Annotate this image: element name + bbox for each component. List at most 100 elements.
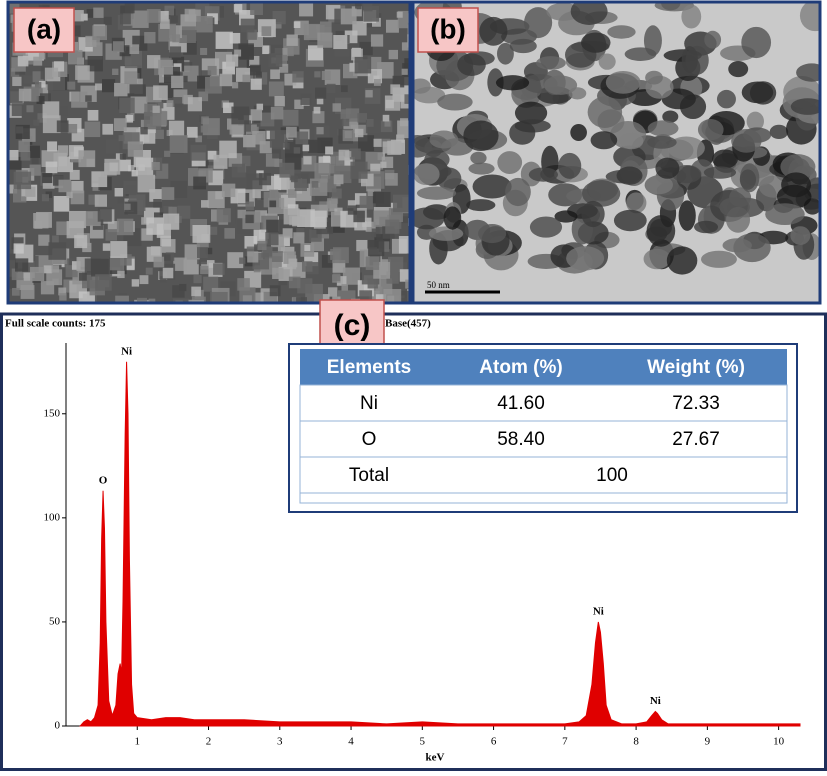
sem-grain bbox=[26, 105, 34, 113]
sem-grain bbox=[367, 278, 378, 289]
sem-grain bbox=[80, 13, 88, 21]
sem-grain bbox=[242, 295, 252, 303]
sem-grain bbox=[45, 161, 58, 174]
sem-grain bbox=[219, 140, 237, 159]
y-tick-label: 0 bbox=[55, 720, 61, 732]
tem-particle bbox=[643, 25, 662, 56]
sem-grain bbox=[311, 181, 319, 188]
sem-grain bbox=[340, 210, 358, 228]
sem-grain bbox=[109, 256, 125, 271]
sem-grain bbox=[250, 64, 261, 76]
sem-grain bbox=[129, 44, 140, 55]
sem-grain bbox=[36, 96, 45, 105]
tem-particle bbox=[413, 163, 440, 186]
sem-grain bbox=[213, 263, 225, 275]
sem-grain bbox=[238, 43, 254, 59]
tem-particle bbox=[495, 75, 530, 91]
sem-grain bbox=[23, 75, 32, 84]
sem-grain bbox=[288, 276, 301, 289]
sem-grain bbox=[20, 150, 31, 161]
sem-grain bbox=[286, 34, 298, 46]
sem-grain bbox=[286, 126, 297, 138]
tem-particle bbox=[799, 2, 820, 32]
tem-particle bbox=[470, 151, 487, 165]
sem-grain bbox=[117, 270, 125, 279]
tem-particle bbox=[781, 172, 812, 198]
table-header: Elements bbox=[327, 357, 411, 378]
x-tick-label: 4 bbox=[348, 736, 354, 748]
sem-grain bbox=[239, 120, 251, 132]
sem-grain bbox=[86, 9, 96, 18]
tem-particle bbox=[416, 186, 457, 200]
sem-grain bbox=[293, 232, 305, 244]
sem-grain bbox=[11, 268, 24, 281]
tem-particle bbox=[413, 78, 431, 94]
sem-grain bbox=[154, 129, 164, 140]
sem-grain bbox=[88, 194, 99, 205]
peak-label: Ni bbox=[593, 605, 604, 617]
sem-grain bbox=[396, 134, 405, 143]
sem-grain bbox=[387, 140, 402, 155]
sem-grain bbox=[350, 161, 368, 179]
tem-particle bbox=[712, 149, 738, 169]
sem-grain bbox=[92, 25, 108, 41]
sem-grain bbox=[155, 100, 164, 109]
sem-grain bbox=[166, 100, 174, 108]
sem-grain bbox=[64, 258, 76, 269]
sem-grain bbox=[87, 55, 103, 72]
table-header: Weight (%) bbox=[647, 357, 745, 378]
sem-grain bbox=[312, 111, 325, 124]
sem-grain bbox=[71, 261, 81, 270]
sem-grain bbox=[231, 106, 250, 125]
sem-grain bbox=[103, 16, 112, 25]
tem-particle bbox=[463, 120, 499, 152]
sem-grain bbox=[9, 276, 22, 289]
sem-grain bbox=[160, 19, 170, 29]
sem-grain bbox=[33, 213, 49, 229]
tem-particle bbox=[694, 220, 719, 234]
sem-grain bbox=[95, 83, 102, 91]
sem-grain bbox=[272, 267, 284, 280]
tem-particle bbox=[616, 166, 643, 185]
sem-grain bbox=[338, 149, 350, 161]
sem-grain bbox=[351, 48, 363, 61]
sem-grain bbox=[163, 206, 173, 216]
sem-grain bbox=[396, 11, 403, 18]
sem-grain bbox=[245, 201, 254, 211]
sem-grain bbox=[272, 149, 282, 159]
sem-grain bbox=[124, 203, 131, 210]
sem-grain bbox=[294, 99, 304, 110]
sem-grain bbox=[210, 291, 228, 303]
tem-particle bbox=[580, 32, 611, 53]
sem-grain bbox=[249, 55, 260, 66]
x-tick-label: 8 bbox=[633, 736, 639, 748]
sem-grain bbox=[333, 174, 344, 185]
sem-grain bbox=[71, 91, 88, 108]
sem-grain bbox=[282, 228, 293, 239]
sem-grain bbox=[381, 156, 394, 169]
sem-grain bbox=[112, 68, 119, 76]
sem-grain bbox=[385, 99, 394, 109]
sem-grain bbox=[57, 145, 69, 156]
sem-grain bbox=[140, 126, 148, 135]
sem-grain bbox=[256, 103, 264, 111]
tem-particle bbox=[437, 93, 473, 111]
sem-grain bbox=[78, 150, 96, 168]
tem-particle bbox=[626, 192, 647, 214]
sem-grain bbox=[58, 287, 67, 296]
sem-grain bbox=[67, 81, 76, 90]
sem-grain bbox=[112, 41, 124, 53]
sem-grain bbox=[342, 267, 361, 285]
sem-grain bbox=[250, 109, 263, 121]
tem-particle bbox=[544, 75, 578, 95]
sem-grain bbox=[30, 266, 45, 282]
sem-grain bbox=[105, 229, 118, 241]
sem-grain bbox=[164, 150, 171, 157]
sem-grain bbox=[105, 139, 120, 154]
sem-grain bbox=[269, 130, 288, 148]
sem-grain bbox=[38, 52, 46, 60]
sem-grain bbox=[340, 109, 351, 120]
sem-grain bbox=[170, 15, 178, 23]
sem-grain bbox=[294, 178, 307, 192]
sem-grain bbox=[124, 3, 135, 14]
